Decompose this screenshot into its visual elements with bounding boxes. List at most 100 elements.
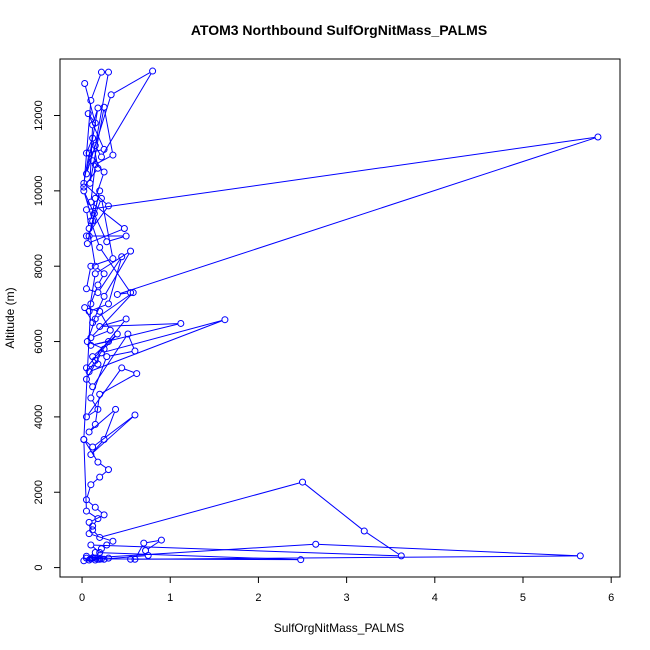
data-point xyxy=(100,270,108,278)
series-line-segment xyxy=(93,520,97,524)
series-line-segment xyxy=(97,267,103,273)
data-point xyxy=(105,202,113,210)
data-point xyxy=(149,67,157,75)
series-line-segment xyxy=(93,298,104,321)
series-line-segment xyxy=(93,341,106,346)
data-point xyxy=(397,552,405,560)
series-line-segment xyxy=(104,411,115,437)
data-point xyxy=(103,541,111,549)
series-line-segment xyxy=(133,555,578,560)
data-point xyxy=(103,353,111,361)
x-tick-label: 0 xyxy=(79,592,85,604)
data-point xyxy=(94,281,102,289)
data-point xyxy=(113,330,121,338)
y-tick-label: 0 xyxy=(33,565,45,571)
data-point xyxy=(91,315,99,323)
data-point xyxy=(131,411,139,419)
data-point xyxy=(105,554,113,562)
series-line-segment xyxy=(100,313,110,328)
data-point xyxy=(89,134,97,142)
data-point xyxy=(94,458,102,466)
series-line-segment xyxy=(109,351,133,357)
data-point xyxy=(100,511,108,519)
series-line-segment xyxy=(146,540,159,544)
data-point xyxy=(112,405,120,413)
series-line-segment xyxy=(92,400,97,408)
data-point xyxy=(89,522,97,530)
series-line-segment xyxy=(99,259,121,291)
data-point xyxy=(85,428,93,436)
data-point xyxy=(87,451,95,459)
series-line-segment xyxy=(90,110,105,181)
data-point xyxy=(89,526,97,534)
series-line-segment xyxy=(101,201,113,256)
data-point xyxy=(113,290,121,298)
series-line-segment xyxy=(84,193,93,219)
y-tick-label: 2000 xyxy=(33,480,45,504)
data-point xyxy=(312,540,320,548)
data-point xyxy=(89,383,97,391)
data-point xyxy=(91,194,99,202)
data-point xyxy=(87,555,95,563)
data-point xyxy=(91,503,99,511)
series-line-segment xyxy=(88,410,96,416)
data-point xyxy=(87,96,95,104)
data-point xyxy=(106,326,114,334)
x-tick-label: 5 xyxy=(520,592,526,604)
data-point xyxy=(80,183,88,191)
data-point xyxy=(122,315,130,323)
data-point xyxy=(297,556,305,564)
series-line-segment xyxy=(91,74,101,98)
data-point xyxy=(82,496,90,504)
data-point xyxy=(87,262,95,270)
series-line-segment xyxy=(89,543,313,559)
series-line-segment xyxy=(102,319,124,327)
data-point xyxy=(100,168,108,176)
x-tick-label: 4 xyxy=(432,592,438,604)
data-point xyxy=(85,149,93,157)
x-tick-label: 3 xyxy=(344,592,350,604)
series-line-segment xyxy=(93,330,108,338)
data-point xyxy=(109,151,117,159)
data-point xyxy=(96,533,104,541)
data-point xyxy=(129,289,137,297)
series-line-segment xyxy=(92,294,132,336)
data-point xyxy=(360,527,368,535)
data-point xyxy=(85,307,93,315)
series-line-segment xyxy=(88,116,104,147)
series-line-segment xyxy=(86,487,91,498)
y-axis-label: Altitude (m) xyxy=(3,287,17,348)
data-point xyxy=(105,466,113,474)
series-line-segment xyxy=(91,534,111,541)
series-line-segment xyxy=(98,552,298,561)
y-tick-label: 12000 xyxy=(33,100,45,131)
data-point xyxy=(89,443,97,451)
data-point xyxy=(127,247,135,255)
series-line-segment xyxy=(109,236,124,242)
series-line-segment xyxy=(90,362,95,370)
data-point xyxy=(89,157,97,165)
series-line-segment xyxy=(318,543,578,557)
data-point xyxy=(82,285,90,293)
data-point xyxy=(97,545,105,553)
series-line-segment xyxy=(97,252,129,273)
data-point xyxy=(91,262,99,270)
data-point xyxy=(91,270,99,278)
data-point xyxy=(105,300,113,308)
chart-title: ATOM3 Northbound SulfOrgNitMass_PALMS xyxy=(191,22,487,38)
series-line-segment xyxy=(89,231,96,264)
data-point xyxy=(89,121,97,129)
data-point xyxy=(594,133,602,141)
data-point xyxy=(82,375,90,383)
data-point xyxy=(103,238,111,246)
series-line-segment xyxy=(87,208,108,234)
data-point xyxy=(127,289,135,297)
data-point xyxy=(87,217,95,225)
data-point xyxy=(85,530,93,538)
series-line-segment xyxy=(97,293,132,318)
data-point xyxy=(109,537,117,545)
data-point xyxy=(96,555,104,563)
data-point xyxy=(100,103,108,111)
series-line-segment xyxy=(90,426,94,430)
x-tick-label: 2 xyxy=(255,592,261,604)
